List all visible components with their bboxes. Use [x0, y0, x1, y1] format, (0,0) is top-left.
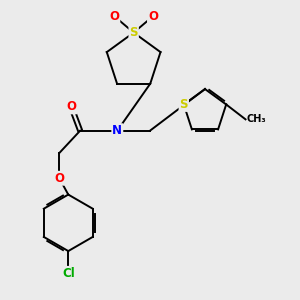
- Text: N: N: [112, 124, 122, 137]
- Text: S: S: [179, 98, 188, 111]
- Text: Cl: Cl: [62, 267, 75, 280]
- Text: O: O: [54, 172, 64, 185]
- Text: S: S: [129, 26, 138, 39]
- Text: O: O: [148, 10, 158, 23]
- Text: O: O: [109, 10, 119, 23]
- Text: CH₃: CH₃: [247, 114, 267, 124]
- Text: O: O: [66, 100, 76, 113]
